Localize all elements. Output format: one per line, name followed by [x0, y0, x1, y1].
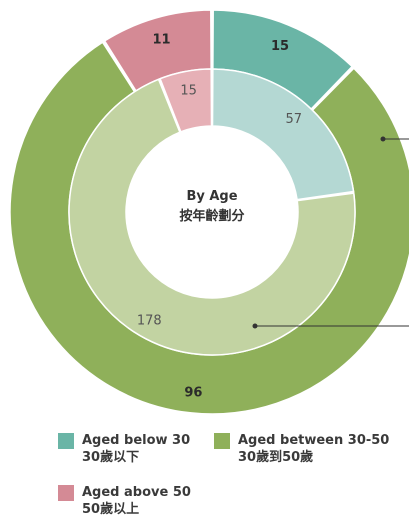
legend-label-en: Aged between 30-50 — [238, 433, 390, 448]
inner-value-label-between-30-50: 178 — [137, 314, 162, 329]
legend-label-zh: 30歲以下 — [82, 450, 140, 465]
inner-value-label-above-50: 15 — [180, 84, 197, 99]
slice-labels: 15 96 11 57 178 15 — [137, 33, 302, 401]
outer-ring — [9, 9, 409, 415]
legend-swatch-below-30 — [58, 433, 74, 449]
legend-text-between-30-50: Aged between 30-50 30歲到50歲 — [238, 432, 389, 466]
inner-ring-pointer-dot — [252, 323, 258, 329]
inner-slice-between-30-50 — [68, 78, 356, 356]
outer-ring-pointer-dot — [380, 136, 386, 142]
outer-value-label-above-50: 11 — [153, 33, 171, 48]
pointer-lines — [252, 136, 409, 329]
inner-value-label-below-30: 57 — [285, 112, 302, 127]
legend-label-zh: 30歲到50歲 — [238, 450, 314, 465]
donut-chart: 15 96 11 57 178 15 By Age 按年齡劃分 — [9, 9, 409, 415]
center-label-en: By Age — [186, 189, 237, 204]
outer-value-label-below-30: 15 — [271, 39, 289, 54]
legend-text-below-30: Aged below 30 30歲以下 — [82, 432, 190, 466]
legend-label-zh: 50歲以上 — [82, 502, 140, 517]
legend-item-above-50: Aged above 50 50歲以上 — [58, 484, 191, 518]
inner-slice-below-30 — [211, 68, 355, 201]
center-label-zh: 按年齡劃分 — [179, 208, 244, 224]
legend-item-between-30-50: Aged between 30-50 30歲到50歲 — [214, 432, 389, 466]
legend-text-above-50: Aged above 50 50歲以上 — [82, 484, 191, 518]
legend-item-below-30: Aged below 30 30歲以下 — [58, 432, 190, 466]
legend-swatch-above-50 — [58, 485, 74, 501]
legend-swatch-between-30-50 — [214, 433, 230, 449]
outer-value-label-between-30-50: 96 — [184, 386, 202, 401]
legend-label-en: Aged above 50 — [82, 485, 191, 500]
inner-slice-above-50 — [159, 68, 213, 133]
inner-ring — [68, 68, 356, 356]
legend-label-en: Aged below 30 — [82, 433, 191, 448]
